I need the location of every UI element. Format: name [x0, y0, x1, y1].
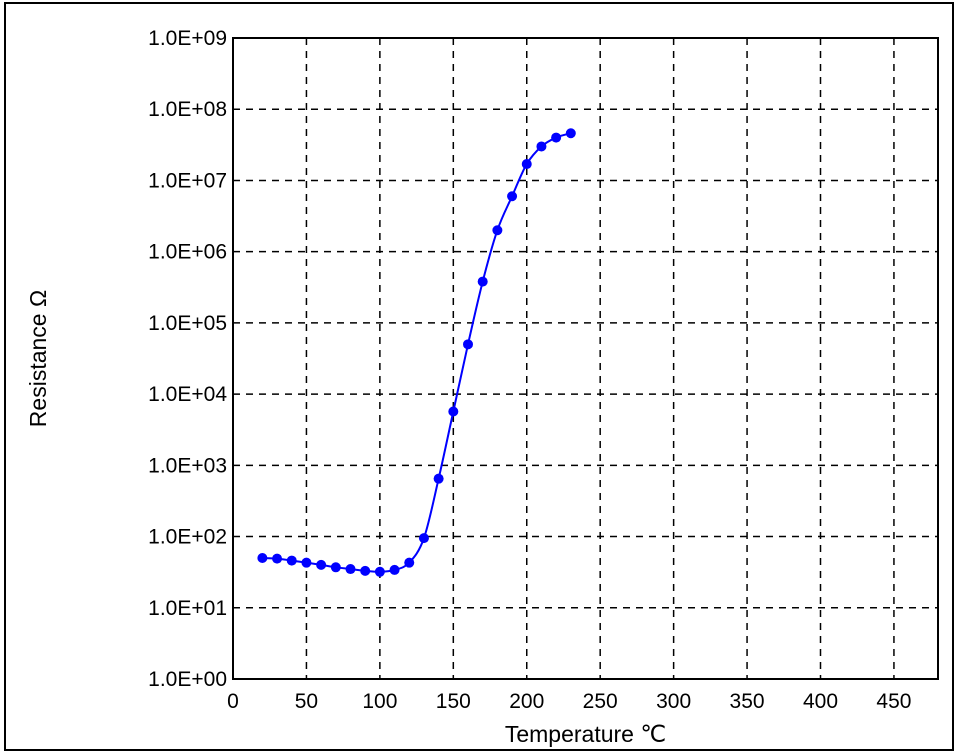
series-layer [257, 128, 576, 577]
data-point [301, 557, 312, 568]
data-point [286, 555, 297, 566]
y-tick-label: 1.0E+07 [148, 169, 227, 192]
y-axis-title: Resistance Ω [25, 290, 51, 427]
y-tick-label: 1.0E+04 [148, 383, 227, 406]
y-tick-label: 1.0E+08 [148, 98, 227, 121]
x-tick-label: 0 [227, 690, 239, 713]
data-point [448, 406, 459, 417]
y-tick-label: 1.0E+02 [148, 526, 227, 549]
data-point [345, 564, 356, 575]
x-tick-label: 350 [730, 690, 765, 713]
x-axis-title: Temperature ℃ [505, 721, 666, 747]
data-point [389, 564, 400, 575]
data-point [404, 557, 415, 568]
data-point [521, 159, 532, 170]
x-tick-label: 300 [656, 690, 691, 713]
y-tick-label: 1.0E+00 [148, 668, 227, 691]
y-tick-label: 1.0E+06 [148, 241, 227, 264]
data-point [507, 191, 518, 202]
chart-frame: 0 50 100 150 200 250 300 350 400 450 1.0E+00 1.0E+0… [4, 2, 954, 751]
data-point [433, 473, 444, 484]
x-tick-label: 400 [803, 690, 838, 713]
x-tick-label: 200 [509, 690, 544, 713]
plot-area [232, 37, 939, 680]
y-tick-label: 1.0E+09 [148, 27, 227, 50]
data-point [565, 128, 576, 139]
data-point [477, 276, 488, 287]
data-point [374, 566, 385, 577]
data-point [257, 552, 268, 563]
x-tick-label: 250 [583, 690, 618, 713]
data-point [360, 565, 371, 576]
data-point [492, 225, 503, 236]
grid-layer [233, 38, 938, 679]
data-point [330, 562, 341, 573]
data-point [418, 533, 429, 544]
x-tick-label: 100 [362, 690, 397, 713]
series-line [262, 132, 572, 573]
data-point [536, 141, 547, 152]
data-point [551, 132, 562, 143]
y-tick-label: 1.0E+01 [148, 597, 227, 620]
y-tick-label: 1.0E+05 [148, 312, 227, 335]
y-tick-label: 1.0E+03 [148, 454, 227, 477]
x-tick-label: 150 [436, 690, 471, 713]
data-point [316, 559, 327, 570]
x-tick-label: 50 [295, 690, 318, 713]
tick-labels: 0 50 100 150 200 250 300 350 400 450 1.0E+00 1.0E+0… [148, 27, 911, 713]
data-point [463, 339, 473, 350]
x-tick-label: 450 [876, 690, 911, 713]
chart-svg: 0 50 100 150 200 250 300 350 400 450 1.0E+00 1.0E+0… [25, 27, 939, 747]
data-point [272, 553, 283, 564]
